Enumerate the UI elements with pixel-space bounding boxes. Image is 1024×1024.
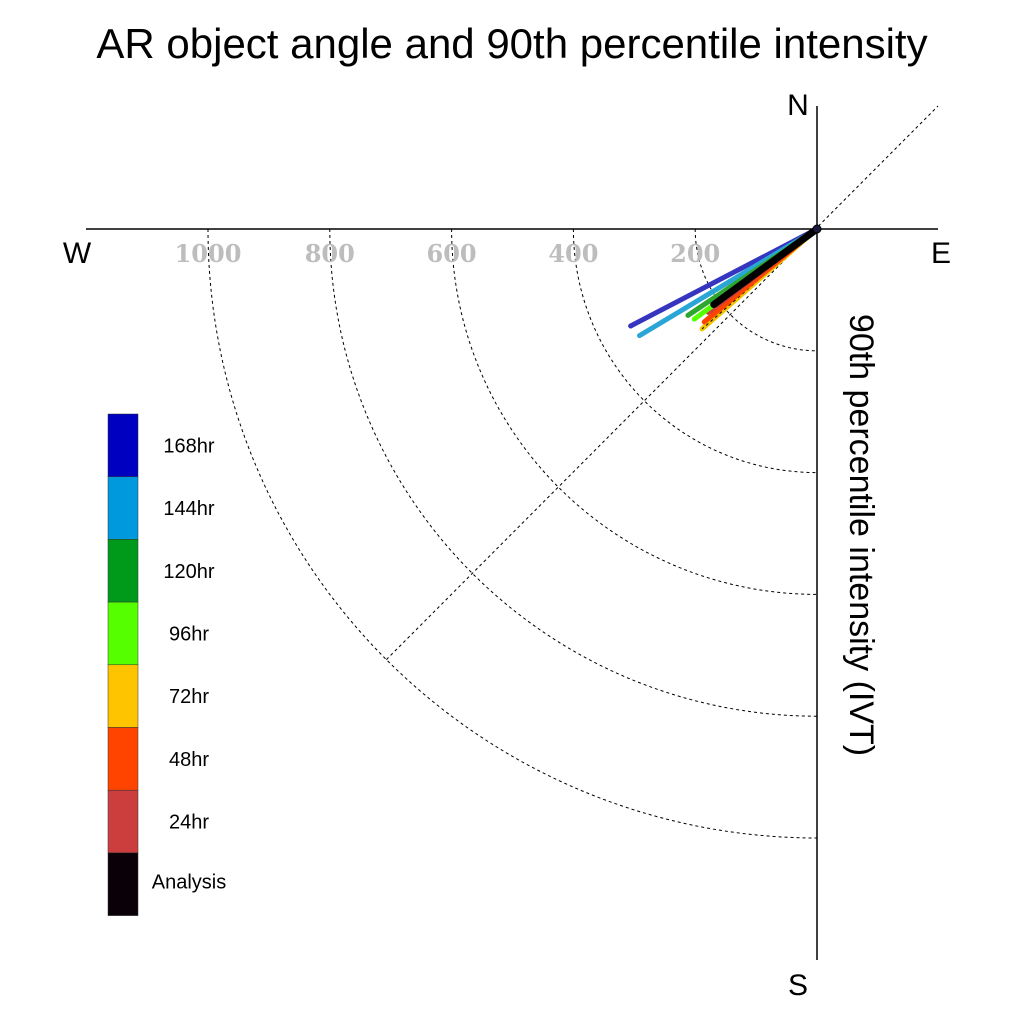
compass-south: S bbox=[788, 969, 808, 1002]
grid-diagonal bbox=[386, 105, 939, 660]
legend-label-144hr: 144hr bbox=[163, 498, 214, 520]
y-axis-label: 90th percentile intensity (IVT) bbox=[842, 314, 880, 756]
compass-north: N bbox=[787, 89, 809, 122]
grid-arc-800 bbox=[329, 228, 818, 717]
radial-tick-800: 800 bbox=[305, 239, 355, 268]
compass-west: W bbox=[63, 237, 92, 270]
grid-arc-600 bbox=[451, 228, 818, 595]
radial-tick-200: 200 bbox=[670, 239, 720, 268]
compass-east: E bbox=[931, 237, 951, 270]
legend-label-48hr: 48hr bbox=[169, 749, 209, 771]
legend: 168hr 144hr 120hr 96hr 72hr 48hr 24hr Analysis bbox=[107, 413, 226, 916]
radial-tick-1000: 1000 bbox=[175, 239, 242, 268]
legend-swatch-48hr bbox=[107, 727, 139, 791]
legend-swatch-72hr bbox=[107, 664, 139, 728]
legend-swatch-analysis bbox=[107, 852, 139, 916]
chart-title: AR object angle and 90th percentile inte… bbox=[96, 20, 927, 67]
legend-label-96hr: 96hr bbox=[169, 623, 209, 645]
legend-swatch-120hr bbox=[107, 539, 139, 603]
legend-swatch-144hr bbox=[107, 476, 139, 540]
radial-tick-labels: 200 400 600 800 1000 bbox=[175, 239, 721, 268]
series-lines bbox=[628, 225, 821, 339]
legend-label-120hr: 120hr bbox=[163, 561, 214, 583]
grid-arc-1000 bbox=[207, 228, 818, 839]
radial-tick-600: 600 bbox=[427, 239, 477, 268]
legend-label-analysis: Analysis bbox=[152, 871, 226, 893]
polar-grid bbox=[207, 105, 939, 839]
legend-swatch-24hr bbox=[107, 789, 139, 854]
radial-tick-400: 400 bbox=[548, 239, 598, 268]
legend-label-72hr: 72hr bbox=[169, 686, 209, 708]
series-line-analysis bbox=[710, 225, 821, 309]
origin-marker bbox=[812, 224, 822, 234]
legend-label-168hr: 168hr bbox=[163, 435, 214, 457]
legend-swatch-168hr bbox=[107, 413, 139, 477]
legend-label-24hr: 24hr bbox=[169, 812, 209, 834]
grid-arc-200 bbox=[694, 228, 818, 352]
legend-swatch-96hr bbox=[107, 601, 139, 666]
grid-arc-400 bbox=[572, 228, 818, 474]
